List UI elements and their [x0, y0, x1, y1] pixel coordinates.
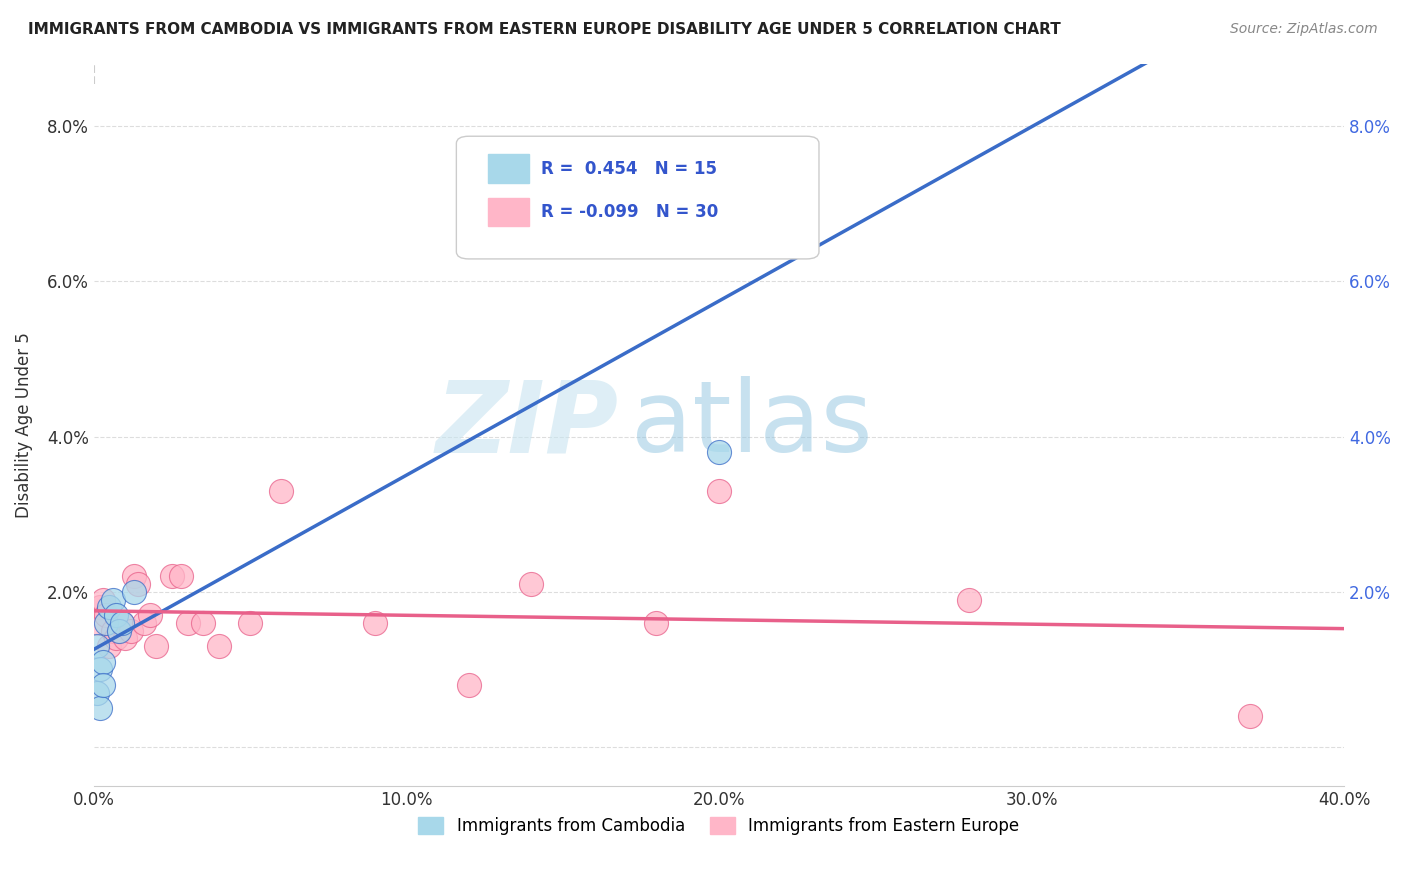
Point — [107, 624, 129, 638]
Point — [208, 639, 231, 653]
Point — [86, 639, 108, 653]
Point — [170, 569, 193, 583]
Point — [104, 632, 127, 646]
Point — [191, 615, 214, 630]
Point — [614, 173, 637, 187]
Legend: Immigrants from Cambodia, Immigrants from Eastern Europe: Immigrants from Cambodia, Immigrants fro… — [419, 817, 1019, 835]
Point — [96, 608, 118, 623]
Point — [104, 608, 127, 623]
Point — [98, 639, 121, 653]
Point — [1239, 709, 1261, 723]
Point — [364, 615, 387, 630]
Text: R =  0.454   N = 15: R = 0.454 N = 15 — [541, 160, 717, 178]
Point — [89, 662, 111, 676]
Point — [645, 615, 668, 630]
Y-axis label: Disability Age Under 5: Disability Age Under 5 — [15, 332, 32, 518]
FancyBboxPatch shape — [457, 136, 818, 259]
Point — [270, 483, 292, 498]
Point — [707, 445, 730, 459]
Text: IMMIGRANTS FROM CAMBODIA VS IMMIGRANTS FROM EASTERN EUROPE DISABILITY AGE UNDER : IMMIGRANTS FROM CAMBODIA VS IMMIGRANTS F… — [28, 22, 1062, 37]
Text: Source: ZipAtlas.com: Source: ZipAtlas.com — [1230, 22, 1378, 37]
Point — [111, 615, 134, 630]
Point — [520, 577, 543, 591]
Point — [91, 678, 114, 692]
Point — [145, 639, 167, 653]
Point — [124, 584, 146, 599]
Point — [457, 678, 479, 692]
Point — [124, 569, 146, 583]
Point — [160, 569, 183, 583]
Bar — [488, 198, 529, 227]
Point — [91, 592, 114, 607]
Point — [98, 600, 121, 615]
Point — [96, 615, 118, 630]
Point — [111, 615, 134, 630]
Point — [239, 615, 262, 630]
Point — [101, 592, 124, 607]
Point — [86, 615, 108, 630]
Point — [89, 701, 111, 715]
Point — [139, 608, 162, 623]
Point — [89, 600, 111, 615]
Point — [120, 624, 142, 638]
Text: R = -0.099   N = 30: R = -0.099 N = 30 — [541, 203, 718, 221]
Bar — [488, 154, 529, 183]
Point — [101, 624, 124, 638]
Point — [91, 655, 114, 669]
Point — [957, 592, 980, 607]
Point — [176, 615, 198, 630]
Point — [114, 632, 136, 646]
Text: atlas: atlas — [631, 376, 873, 474]
Point — [86, 686, 108, 700]
Point — [707, 483, 730, 498]
Text: ZIP: ZIP — [436, 376, 619, 474]
Point — [127, 577, 149, 591]
Point — [107, 624, 129, 638]
Point — [132, 615, 155, 630]
